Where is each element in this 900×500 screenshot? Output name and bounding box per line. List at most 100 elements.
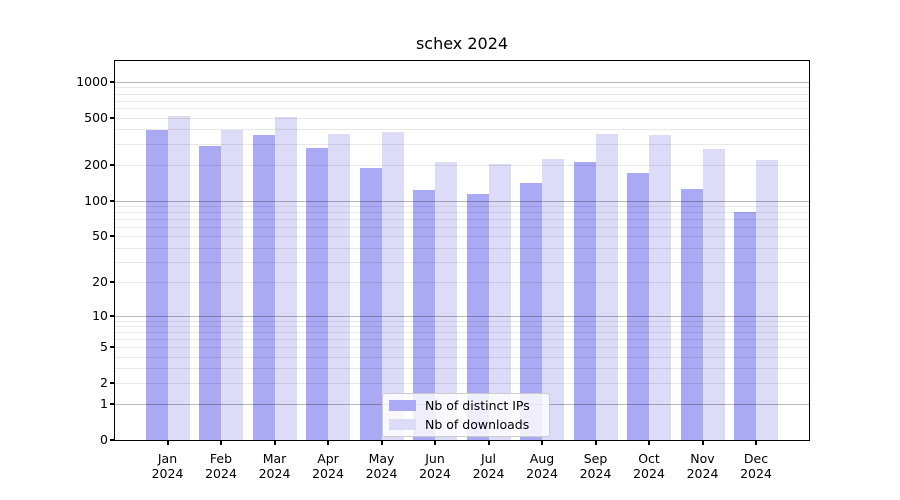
minor-gridline — [115, 383, 809, 385]
x-tick — [541, 441, 543, 445]
x-tick-label: Apr 2024 — [312, 451, 344, 481]
minor-gridline — [115, 262, 809, 264]
x-tick — [594, 441, 597, 445]
chart-title: schex 2024 — [415, 34, 509, 53]
bar-distinct-ips — [413, 190, 435, 440]
x-tick — [273, 441, 276, 445]
y-tick-label: 2 — [100, 375, 108, 391]
major-gridline — [115, 315, 809, 317]
y-tick-label: 0 — [100, 432, 108, 447]
y-tick — [110, 346, 114, 349]
minor-gridline — [115, 347, 809, 349]
bar-downloads — [328, 133, 350, 440]
legend-label-downloads: Nb of downloads — [425, 416, 530, 432]
y-tick-label: 1 — [100, 396, 108, 412]
x-tick — [166, 441, 169, 445]
x-tick-label: Dec 2024 — [740, 451, 772, 481]
x-tick-label: Oct 2024 — [633, 451, 665, 481]
minor-gridline — [115, 100, 809, 102]
minor-gridline — [115, 227, 809, 228]
y-tick — [110, 439, 114, 441]
bar-distinct-ips — [466, 194, 489, 440]
bar-downloads — [488, 163, 511, 440]
minor-gridline — [115, 206, 809, 208]
y-tick — [110, 164, 114, 167]
legend-item-distinct-ips: Nb of distinct IPs — [389, 398, 543, 414]
plot-area — [114, 60, 810, 441]
y-tick — [110, 81, 114, 83]
x-tick-label: Sep 2024 — [579, 451, 612, 481]
y-tick — [110, 116, 114, 119]
minor-gridline — [115, 117, 809, 119]
legend: Nb of distinct IPs Nb of downloads — [382, 393, 550, 437]
bar-distinct-ips — [627, 172, 649, 440]
x-tick-label: Feb 2024 — [205, 451, 237, 481]
y-tick — [110, 281, 114, 284]
x-tick-label: May 2024 — [365, 451, 398, 481]
major-gridline — [115, 200, 809, 202]
y-tick-label: 200 — [84, 157, 108, 173]
y-tick-label: 50 — [92, 228, 108, 244]
bar-downloads — [649, 134, 671, 440]
x-tick — [380, 441, 383, 445]
y-tick — [110, 382, 114, 385]
minor-gridline — [115, 332, 809, 334]
legend-item-downloads: Nb of downloads — [389, 417, 543, 433]
bar-downloads — [702, 149, 725, 440]
y-tick-label: 100 — [84, 192, 108, 208]
minor-gridline — [115, 144, 809, 146]
minor-gridline — [115, 129, 809, 131]
bar-distinct-ips — [573, 161, 596, 440]
x-tick — [487, 441, 490, 445]
x-tick — [755, 441, 757, 445]
legend-label-distinct-ips: Nb of distinct IPs — [425, 397, 530, 413]
major-gridline — [115, 82, 809, 83]
legend-swatch-distinct-ips-icon — [389, 400, 416, 411]
x-tick — [327, 441, 329, 445]
y-tick-label: 1000 — [76, 74, 108, 89]
bar-distinct-ips — [520, 182, 542, 440]
bar-downloads — [435, 162, 457, 440]
bar-distinct-ips — [252, 134, 275, 440]
x-tick-label: Jul 2024 — [472, 451, 505, 481]
x-tick-label: Mar 2024 — [258, 451, 291, 481]
x-tick — [220, 441, 222, 445]
bar-distinct-ips — [680, 189, 703, 440]
x-tick-label: Nov 2024 — [686, 451, 719, 481]
y-tick — [110, 403, 114, 406]
minor-gridline — [115, 282, 809, 284]
minor-gridline — [115, 247, 809, 249]
bar-downloads — [221, 129, 243, 440]
minor-gridline — [115, 339, 809, 341]
bar-distinct-ips — [145, 129, 168, 440]
minor-gridline — [115, 212, 809, 214]
y-tick-label: 5 — [100, 339, 108, 355]
bar-distinct-ips — [359, 167, 382, 440]
minor-gridline — [115, 236, 809, 238]
y-tick-label: 10 — [92, 307, 108, 323]
y-tick-label: 20 — [92, 274, 108, 290]
x-tick-label: Aug 2024 — [526, 451, 558, 481]
bar-downloads — [595, 134, 618, 440]
bar-downloads — [381, 132, 404, 440]
bar-downloads — [756, 160, 778, 440]
bar-distinct-ips — [734, 212, 756, 440]
bar-downloads — [542, 159, 564, 440]
x-tick — [434, 441, 436, 445]
minor-gridline — [115, 108, 809, 110]
bar-downloads — [274, 117, 297, 440]
minor-gridline — [115, 326, 809, 328]
minor-gridline — [115, 165, 809, 167]
x-tick-label: Jun 2024 — [419, 451, 451, 481]
bar-downloads — [167, 115, 190, 440]
y-tick-label: 500 — [84, 109, 108, 125]
minor-gridline — [115, 93, 809, 95]
minor-gridline — [115, 320, 809, 322]
legend-swatch-downloads-icon — [389, 419, 416, 430]
minor-gridline — [115, 368, 809, 370]
x-tick — [701, 441, 704, 445]
y-tick — [110, 199, 114, 202]
bar-distinct-ips — [199, 146, 221, 440]
minor-gridline — [115, 219, 809, 221]
